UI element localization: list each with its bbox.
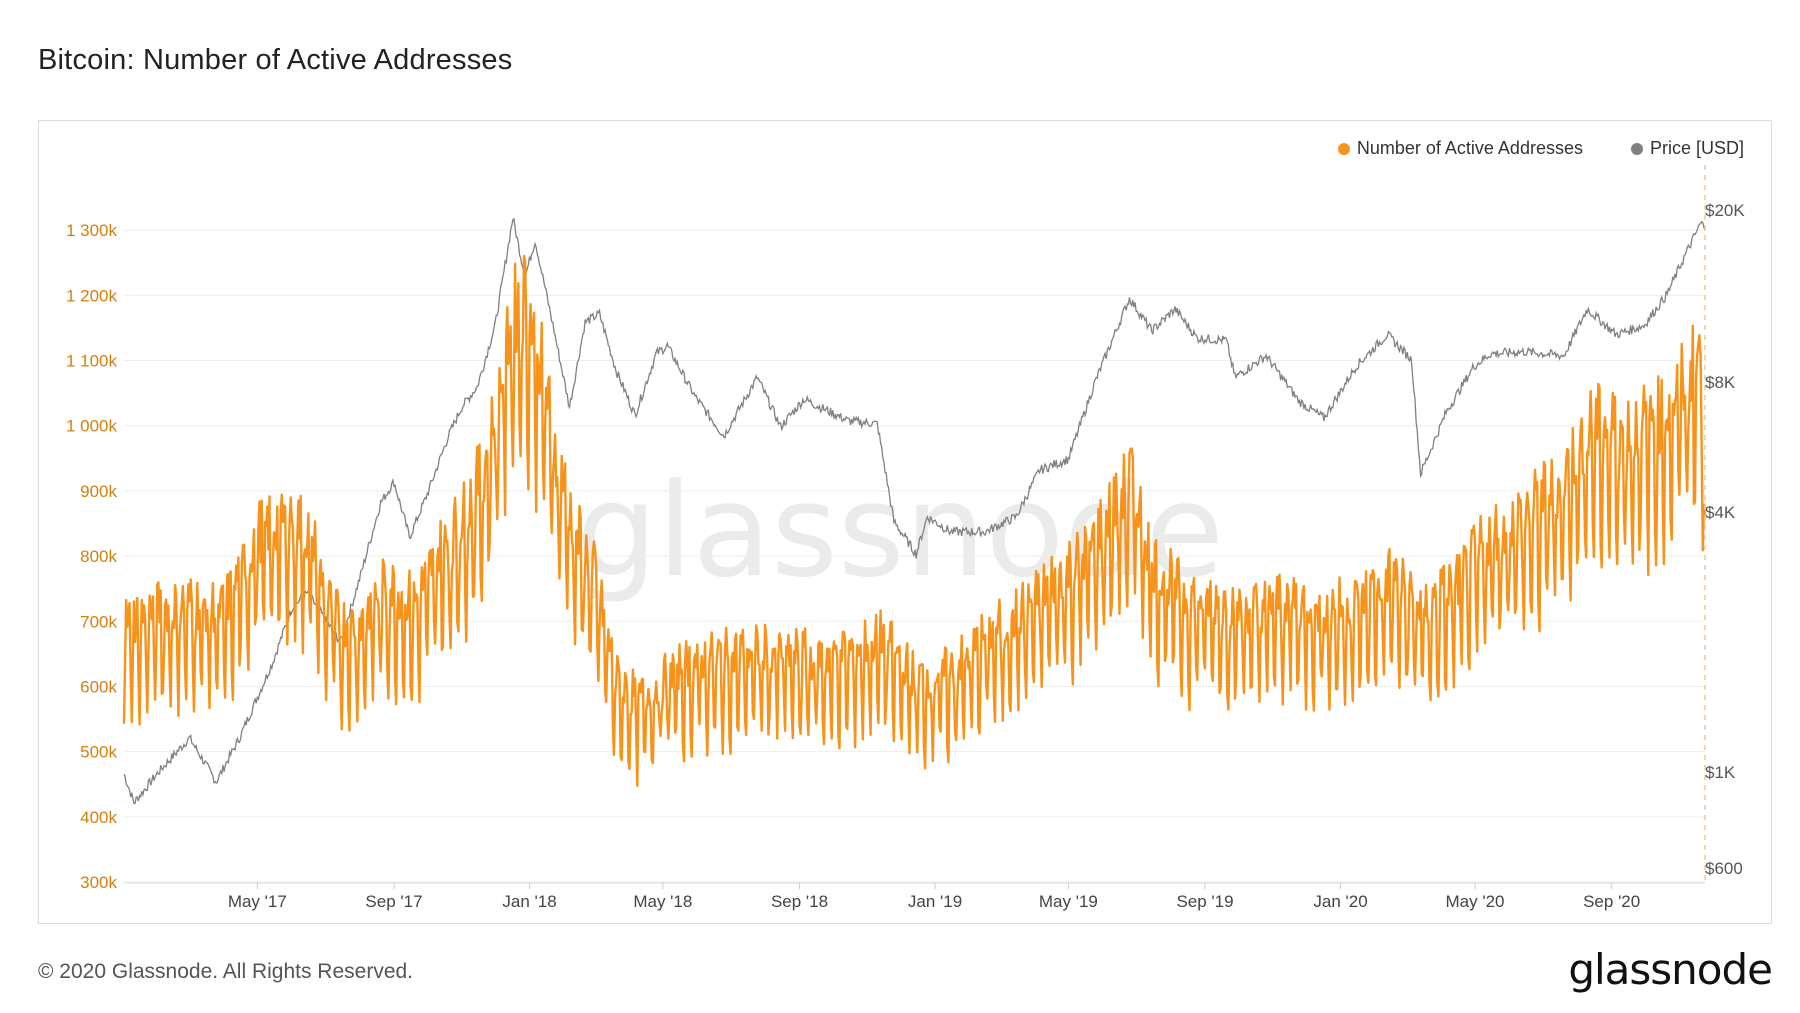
left-tick-label: 1 200k [66,286,118,305]
series-line-price [123,217,1706,805]
right-tick-label: $1K [1705,763,1736,782]
legend-dot-price [1630,142,1643,155]
left-tick-label: 700k [80,612,117,631]
x-tick-label: Sep '18 [771,892,828,911]
right-tick-label: $8K [1705,373,1736,392]
left-tick-label: 600k [80,677,117,696]
left-tick-label: 1 300k [66,221,118,240]
copyright-footer: © 2020 Glassnode. All Rights Reserved. [38,960,414,983]
chart-frame [38,120,1772,924]
left-tick-label: 500k [80,743,117,762]
legend-item-price[interactable]: Price [USD] [1630,138,1744,159]
legend-dot-addresses [1337,142,1350,155]
x-tick-label: Jan '19 [908,892,962,911]
left-axis: 300k 400k 500k 600k 700k 800k 900k 1 000k 1 100k… [66,221,118,892]
right-axis: $600 $1K $4K $8K $20K [1705,201,1745,878]
series-layer [122,165,1707,882]
legend-item-addresses[interactable]: Number of Active Addresses [1337,138,1583,159]
left-tick-label: 400k [80,808,117,827]
x-tick-label: Sep '17 [365,892,422,911]
x-tick-label: May '17 [228,892,287,911]
x-tick-label: May '18 [633,892,692,911]
series-line-addresses [122,254,1707,788]
x-tick-label: Sep '19 [1176,892,1233,911]
legend-label-addresses: Number of Active Addresses [1356,138,1583,158]
left-tick-label: 800k [80,547,117,566]
x-tick-label: May '19 [1039,892,1098,911]
x-tick-label: Sep '20 [1583,892,1640,911]
right-tick-label: $600 [1705,859,1743,878]
chart-legend: Number of Active Addresses Price [USD] [1337,138,1744,159]
page-title: Bitcoin: Number of Active Addresses [38,44,513,76]
right-tick-label: $4K [1705,503,1736,522]
x-axis: May '17 Sep '17 Jan '18 May '18 Sep '18 Jan '… [228,883,1640,911]
brand-logo: glassnode [1568,945,1773,994]
left-tick-label: 900k [80,482,117,501]
right-tick-label: $20K [1705,201,1745,220]
x-tick-label: Jan '20 [1313,892,1367,911]
left-tick-label: 1 000k [66,417,118,436]
x-tick-label: May '20 [1446,892,1505,911]
x-tick-label: Jan '18 [502,892,556,911]
legend-label-price: Price [USD] [1649,138,1744,158]
left-tick-label: 1 100k [66,352,118,371]
left-tick-label: 300k [80,873,117,892]
